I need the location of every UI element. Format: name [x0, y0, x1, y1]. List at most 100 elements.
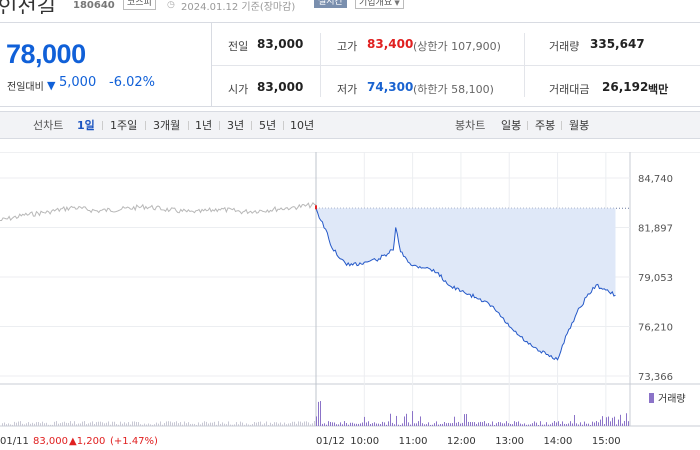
x-tick-label: 14:00: [544, 436, 573, 447]
volume-bar: [300, 421, 301, 426]
volume-bars: [2, 401, 629, 426]
volume-bar: [522, 424, 523, 426]
volume-bar: [282, 424, 283, 426]
volume-bar: [182, 424, 183, 426]
realtime-button[interactable]: 실시간: [314, 0, 347, 8]
x-tick-label: 13:00: [495, 436, 524, 447]
volume-bar: [618, 419, 619, 426]
volume-bar: [80, 423, 81, 426]
volume-bar: [176, 421, 177, 426]
tab-daily-candle[interactable]: 일봉: [501, 119, 522, 132]
volume-bar: [462, 422, 463, 426]
volume-bar: [74, 421, 75, 426]
volume-bar: [144, 423, 145, 426]
volume-bar: [88, 423, 89, 426]
tab-3year[interactable]: 3년: [227, 119, 245, 132]
volume-bar: [72, 423, 73, 426]
quote-stats: 전일 83,000 고가 83,400 (상한가 107,900) 거래량 33…: [212, 22, 700, 107]
volume-bar: [364, 416, 365, 426]
volume-bar: [302, 422, 303, 426]
company-info-dropdown[interactable]: 기업개요 ▼: [355, 0, 404, 9]
volume-bar: [100, 421, 101, 426]
volume-bar: [382, 421, 383, 426]
volume-bar: [166, 421, 167, 426]
volume-bar: [248, 424, 249, 426]
volume-bar: [272, 424, 273, 426]
volume-bar: [368, 421, 369, 426]
volume-bar: [150, 424, 151, 426]
volume-bar: [450, 423, 451, 426]
tab-1day[interactable]: 1일: [77, 119, 95, 132]
volume-bar: [576, 423, 577, 426]
divider: [219, 121, 220, 130]
volume-bar: [418, 421, 419, 426]
tab-3month[interactable]: 3개월: [153, 119, 181, 132]
volume-bar: [566, 424, 567, 426]
volume-bar: [340, 422, 341, 426]
volume-bar: [126, 423, 127, 426]
volume-bar: [220, 423, 221, 426]
volume-bar: [428, 422, 429, 426]
volume-bar: [528, 424, 529, 426]
volume-bar: [140, 424, 141, 426]
volume-bar: [342, 424, 343, 426]
stock-header: 인전길 180640 코스피 ◷ 2024.01.12 기준(장마감) 실시간 …: [0, 0, 700, 14]
volume-bar: [472, 422, 473, 426]
volume-bar: [252, 424, 253, 426]
volume-bar: [594, 422, 595, 426]
tab-1week[interactable]: 1주일: [110, 119, 138, 132]
volume-bar: [14, 421, 15, 426]
price-panel: 78,000 전일대비 ▼ 5,000 -6.02%: [0, 22, 212, 107]
volume-bar: [180, 422, 181, 426]
volume-bar: [568, 423, 569, 426]
tab-1year[interactable]: 1년: [195, 119, 213, 132]
volume-bar: [168, 421, 169, 426]
volume-bar: [232, 424, 233, 426]
volume-bar: [308, 422, 309, 426]
volume-bar: [42, 421, 43, 426]
volume-bar: [106, 422, 107, 426]
volume-bar: [112, 421, 113, 426]
change-label: 전일대비: [7, 82, 44, 93]
intraday-price-chart[interactable]: 84,740 81,897 79,053 76,210 73,366 01/12 10:0…: [0, 152, 700, 450]
volume-bar: [546, 422, 547, 426]
volume-bar: [378, 423, 379, 426]
volume-bar: [26, 423, 27, 426]
volume-bar: [66, 422, 67, 426]
volume-bar: [374, 422, 375, 426]
lower-limit: (하한가 58,100): [413, 83, 494, 96]
volume-bar: [96, 422, 97, 426]
volume-bar: [616, 424, 617, 426]
tab-monthly-candle[interactable]: 월봉: [569, 119, 590, 132]
volume-bar: [32, 422, 33, 426]
prev-day-line: [0, 201, 317, 222]
volume-bar: [580, 422, 581, 426]
tab-10year[interactable]: 10년: [290, 119, 315, 132]
tab-weekly-candle[interactable]: 주봉: [535, 119, 556, 132]
below-prev-close-area: [316, 208, 616, 360]
volume-bar: [76, 424, 77, 426]
volume-bar: [358, 423, 359, 426]
volume-bar: [572, 423, 573, 426]
prev-close-value: 83,000: [257, 37, 304, 51]
volume-bar: [280, 422, 281, 426]
volume-bar: [346, 422, 347, 426]
volume-bar: [626, 413, 627, 426]
y-tick-label: 79,053: [638, 273, 673, 284]
volume-bar: [320, 401, 321, 426]
volume-bar: [104, 423, 105, 426]
down-triangle-icon: ▼: [47, 79, 56, 92]
volume-bar: [200, 424, 201, 426]
tab-5year[interactable]: 5년: [259, 119, 277, 132]
volume-bar: [70, 421, 71, 426]
volume-bar: [500, 422, 501, 426]
volume-bar: [550, 424, 551, 426]
volume-bar: [286, 424, 287, 426]
volume-bar: [212, 422, 213, 426]
volume-bar: [94, 423, 95, 426]
volume-bar: [540, 421, 541, 426]
low-value: 74,300: [367, 80, 414, 94]
volume-bar: [98, 421, 99, 426]
volume-bar: [38, 422, 39, 426]
line-chart-label: 선차트: [33, 119, 64, 132]
